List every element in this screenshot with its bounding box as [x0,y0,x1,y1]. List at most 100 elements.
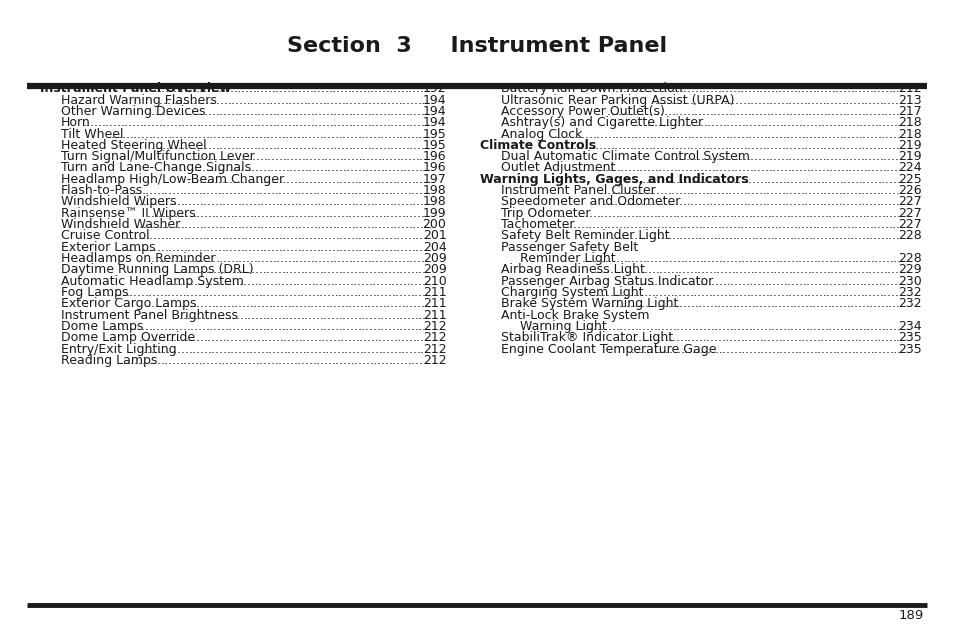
Text: .: . [849,195,853,209]
Text: .: . [341,275,345,287]
Text: .: . [881,343,884,356]
Text: .: . [785,320,789,333]
Text: .: . [267,240,271,254]
Text: .: . [191,354,194,367]
Text: .: . [207,218,211,231]
Text: .: . [165,218,169,231]
Text: .: . [801,343,805,356]
Text: .: . [732,297,736,310]
Text: .: . [810,150,814,163]
Text: .: . [177,105,181,118]
Text: .: . [853,184,857,197]
Text: .: . [416,297,420,310]
Text: .: . [349,127,354,141]
Text: .: . [385,343,390,356]
Text: .: . [356,286,360,299]
Text: .: . [698,127,701,141]
Text: .: . [633,230,637,242]
Text: .: . [695,320,699,333]
Text: .: . [286,218,291,231]
Text: .: . [236,150,240,163]
Text: .: . [252,173,255,186]
Text: .: . [599,252,603,265]
Text: .: . [377,218,381,231]
Text: .: . [713,297,717,310]
Text: .: . [841,184,845,197]
Text: Analog Clock: Analog Clock [500,127,581,141]
Text: .: . [633,297,637,310]
Text: .: . [306,116,310,129]
Text: .: . [254,263,258,277]
Text: .: . [408,218,412,231]
Text: .: . [649,343,653,356]
Text: .: . [732,127,736,141]
Text: .: . [169,82,172,95]
Text: .: . [709,82,713,95]
Text: .: . [210,354,213,367]
Text: .: . [873,127,877,141]
Text: .: . [626,207,630,220]
Text: .: . [376,230,380,242]
Text: .: . [730,286,735,299]
Text: .: . [350,162,354,174]
Text: .: . [625,195,629,209]
Text: .: . [597,162,600,174]
Text: .: . [652,105,656,118]
Text: .: . [222,343,226,356]
Text: .: . [789,343,794,356]
Text: .: . [292,93,295,107]
Text: .: . [573,207,577,220]
Text: .: . [407,162,411,174]
Text: .: . [145,354,149,367]
Text: .: . [203,331,207,344]
Text: .: . [369,230,373,242]
Text: .: . [625,331,630,344]
Text: .: . [332,82,335,95]
Text: .: . [274,184,278,197]
Text: .: . [183,354,187,367]
Text: .: . [270,320,274,333]
Text: .: . [671,230,675,242]
Text: .: . [312,162,315,174]
Text: .: . [630,252,634,265]
Text: .: . [233,173,236,186]
Text: .: . [407,150,411,163]
Text: .: . [151,139,154,152]
Text: 212: 212 [422,343,446,356]
Text: .: . [333,207,336,220]
Text: .: . [772,263,777,277]
Text: .: . [218,297,223,310]
Text: .: . [895,82,899,95]
Text: .: . [892,252,896,265]
Text: .: . [218,195,222,209]
Text: .: . [663,82,667,95]
Text: .: . [352,297,355,310]
Text: .: . [747,127,751,141]
Text: .: . [695,275,700,287]
Text: .: . [335,162,338,174]
Text: .: . [897,150,902,163]
Text: .: . [358,195,362,209]
Text: .: . [393,218,396,231]
Text: .: . [706,320,710,333]
Text: .: . [717,173,720,186]
Text: .: . [214,297,219,310]
Text: .: . [272,331,275,344]
Text: .: . [587,139,591,152]
Text: .: . [700,162,703,174]
Text: .: . [837,263,841,277]
Text: .: . [315,320,319,333]
Text: .: . [708,184,712,197]
Text: .: . [866,162,870,174]
Text: .: . [271,82,274,95]
Text: .: . [248,184,252,197]
Text: .: . [300,127,304,141]
Text: .: . [162,207,166,220]
Text: .: . [232,320,235,333]
Text: .: . [679,207,683,220]
Text: .: . [759,320,763,333]
Text: .: . [373,230,376,242]
Text: .: . [232,286,235,299]
Text: .: . [307,93,311,107]
Text: .: . [197,263,201,277]
